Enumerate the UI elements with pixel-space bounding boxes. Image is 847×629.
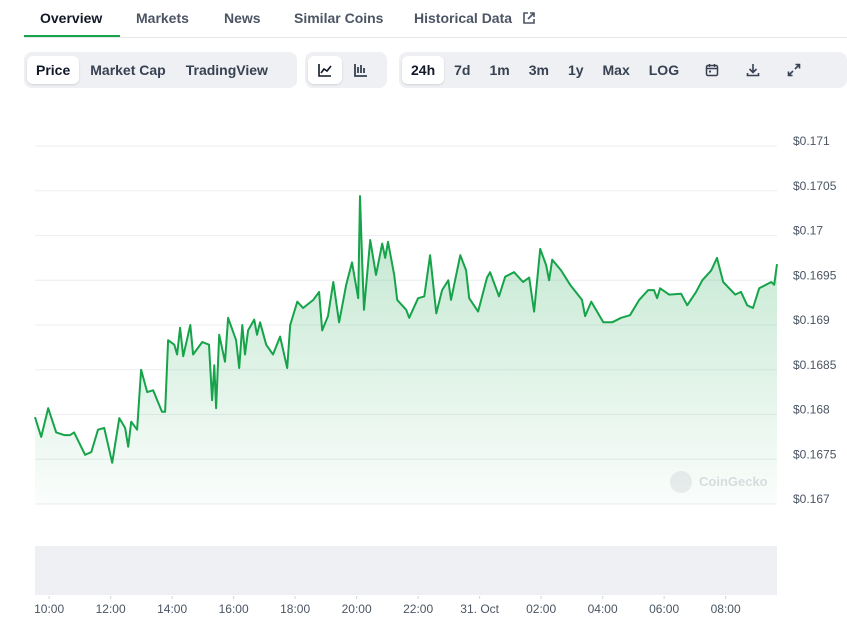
y-tick-label: $0.1675: [793, 447, 837, 461]
calendar-icon: [705, 64, 719, 77]
volume-panel: [35, 546, 777, 595]
x-tick-label: 08:00: [711, 602, 741, 616]
log-button[interactable]: LOG: [648, 62, 680, 78]
y-tick-label: $0.167: [793, 492, 830, 506]
x-tick-label: 04:00: [588, 602, 618, 616]
tab[interactable]: News: [224, 10, 261, 26]
tab[interactable]: Markets: [136, 10, 189, 26]
active-tab-indicator: [24, 35, 120, 37]
x-tick-label: 12:00: [96, 602, 126, 616]
x-tick-label: 16:00: [219, 602, 249, 616]
x-tick-label: 06:00: [649, 602, 679, 616]
tab-bar: Overview Markets News Similar Coins Hist…: [24, 0, 847, 38]
range-button[interactable]: 1y: [567, 62, 584, 78]
x-tick-label: 20:00: [342, 602, 372, 616]
range-button[interactable]: 1m: [489, 62, 510, 78]
y-tick-label: $0.1705: [793, 179, 837, 193]
candle-chart-button[interactable]: [344, 56, 378, 84]
tab[interactable]: Similar Coins: [294, 10, 384, 26]
tab[interactable]: Historical Data: [414, 10, 513, 26]
mode-button[interactable]: TradingView: [185, 62, 268, 78]
candle-icon: [354, 64, 367, 77]
y-tick-label: $0.169: [793, 313, 830, 327]
range-button[interactable]: Max: [602, 62, 630, 78]
y-tick-label: $0.168: [793, 403, 830, 417]
watermark: CoinGecko: [670, 471, 768, 493]
y-tick-label: $0.1685: [793, 358, 837, 372]
x-tick-label: 14:00: [157, 602, 187, 616]
plot: [34, 195, 778, 504]
y-tick-label: $0.171: [793, 134, 830, 148]
y-tick-label: $0.1695: [793, 268, 837, 282]
x-tick-label: 18:00: [280, 602, 310, 616]
x-tick-label: 02:00: [526, 602, 556, 616]
x-tick-label: 31. Oct: [460, 602, 499, 616]
mode-button[interactable]: Price: [27, 56, 80, 84]
line-icon: [318, 64, 332, 77]
fullscreen-icon: [787, 63, 801, 77]
download-icon: [746, 64, 760, 77]
price-area: [35, 196, 777, 504]
chart-style-group: [305, 52, 387, 88]
range-button[interactable]: 3m: [528, 62, 549, 78]
x-tick-label: 10:00: [34, 602, 64, 616]
fullscreen-button[interactable]: [777, 56, 811, 84]
download-button[interactable]: [736, 56, 770, 84]
y-tick-label: $0.17: [793, 224, 823, 238]
watermark-text: CoinGecko: [699, 474, 768, 489]
line-chart-button[interactable]: [308, 56, 342, 84]
external-link-icon: [523, 12, 535, 24]
mode-group: Price Market Cap TradingView: [24, 52, 297, 88]
price-line: [34, 195, 778, 464]
mode-button[interactable]: Market Cap: [90, 62, 166, 78]
range-button[interactable]: 24h: [402, 56, 445, 84]
range-button[interactable]: 7d: [454, 62, 471, 78]
x-tick-label: 22:00: [403, 602, 433, 616]
tab[interactable]: Overview: [40, 10, 103, 26]
calendar-button[interactable]: [695, 56, 729, 84]
range-group: 24h 7d 1m 3m 1y Max LOG: [399, 52, 847, 88]
